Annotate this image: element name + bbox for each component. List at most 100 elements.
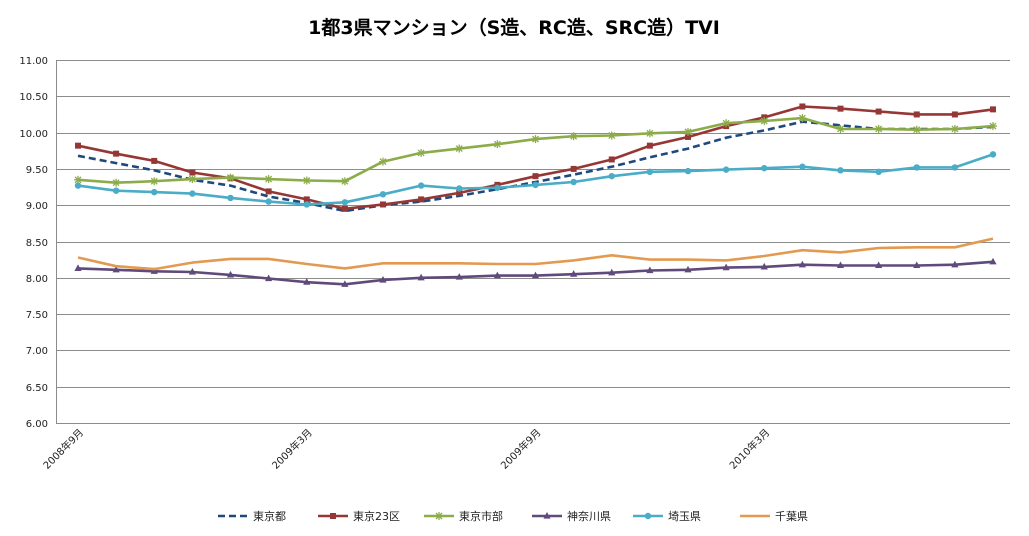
data-point	[455, 273, 463, 280]
legend-label: 神奈川県	[567, 509, 611, 523]
data-point	[874, 124, 883, 133]
data-point	[493, 140, 502, 149]
data-point	[494, 184, 501, 191]
y-tick-label: 6.50	[26, 383, 48, 394]
data-point	[379, 191, 387, 198]
y-axis-tick-labels: 6.00 6.50 7.00 7.50 8.00 8.50 9.00 9.50 10.00 10.…	[19, 56, 48, 430]
data-point	[531, 271, 540, 279]
data-point	[685, 133, 691, 140]
data-point	[456, 185, 463, 192]
y-tick-label: 8.00	[26, 274, 48, 285]
y-tick-label: 10.00	[19, 129, 48, 140]
data-point	[264, 175, 273, 184]
y-tick-label: 6.00	[26, 419, 48, 430]
data-point	[379, 157, 387, 166]
data-point	[684, 167, 692, 175]
data-point	[798, 260, 806, 268]
data-point	[303, 196, 310, 203]
series-line	[77, 116, 994, 184]
data-point	[989, 151, 997, 158]
legend-label: 東京23区	[353, 509, 400, 523]
legend-label: 東京都	[253, 509, 286, 523]
data-point	[722, 166, 730, 173]
data-point	[75, 142, 81, 149]
gridlines	[56, 60, 1010, 424]
data-point	[532, 181, 539, 189]
data-point	[951, 111, 958, 118]
x-tick-label: 2010年3月	[727, 426, 773, 472]
legend-marker	[435, 512, 443, 520]
data-point	[532, 173, 539, 180]
series-line	[77, 105, 994, 211]
data-point	[684, 127, 692, 136]
series-5	[77, 237, 994, 271]
data-point	[188, 175, 197, 184]
data-point	[303, 201, 310, 208]
data-point	[913, 164, 920, 171]
data-point	[455, 144, 464, 153]
legend-label: 東京市部	[459, 509, 503, 523]
legend-item: 千葉県	[740, 509, 808, 523]
data-point	[226, 173, 235, 182]
legend-label: 埼玉県	[668, 509, 701, 523]
x-axis-tick-labels: 2008年9月 2009年3月 2009年9月 2010年3月	[40, 426, 772, 472]
series-0	[77, 120, 994, 213]
data-point	[875, 108, 882, 115]
data-point	[760, 116, 769, 125]
data-point	[646, 168, 654, 176]
data-point	[875, 261, 883, 269]
series-lines	[74, 103, 997, 287]
series-2	[74, 114, 997, 187]
data-point	[951, 164, 959, 171]
data-point	[341, 280, 349, 287]
legend-label: 千葉県	[775, 509, 808, 523]
data-point	[74, 264, 82, 271]
data-point	[417, 273, 425, 281]
legend: 東京都 東京23区 東京市部 神奈川県 埼玉県 千葉県	[218, 509, 808, 523]
data-point	[989, 257, 997, 265]
data-point	[341, 205, 348, 212]
data-point	[684, 265, 692, 273]
legend-item: 埼玉県	[633, 509, 701, 523]
series-4	[74, 151, 997, 208]
data-point	[112, 178, 121, 187]
data-point	[303, 278, 311, 285]
data-point	[341, 199, 349, 206]
data-point	[418, 196, 425, 203]
data-point	[150, 267, 158, 274]
legend-marker	[330, 513, 336, 519]
y-tick-label: 11.00	[19, 56, 48, 67]
data-point	[340, 177, 349, 186]
y-tick-label: 9.00	[26, 201, 48, 212]
y-tick-label: 8.50	[26, 238, 48, 249]
data-point	[570, 178, 577, 186]
legend-item: 東京23区	[318, 509, 400, 523]
data-point	[799, 163, 806, 170]
data-point	[302, 176, 311, 185]
legend-item: 神奈川県	[532, 509, 611, 523]
data-point	[493, 271, 501, 279]
data-point	[989, 122, 997, 131]
y-tick-label: 9.50	[26, 165, 48, 176]
data-point	[265, 198, 272, 205]
legend-marker	[543, 512, 551, 519]
data-point	[74, 182, 82, 189]
chart-title: 1都3県マンション（S造、RC造、SRC造）TVI	[308, 16, 720, 39]
data-point	[608, 268, 616, 276]
data-point	[912, 125, 921, 134]
data-point	[799, 103, 806, 110]
legend-item: 東京都	[218, 509, 286, 523]
data-point	[875, 168, 882, 176]
data-point	[646, 142, 653, 149]
data-point	[760, 262, 768, 270]
data-point	[836, 261, 845, 269]
data-point	[761, 164, 768, 172]
data-point	[417, 148, 426, 157]
data-point	[151, 188, 158, 196]
data-point	[189, 169, 196, 176]
data-point	[226, 270, 235, 278]
y-tick-label: 7.00	[26, 346, 48, 357]
data-point	[113, 150, 120, 157]
data-point	[112, 265, 120, 273]
